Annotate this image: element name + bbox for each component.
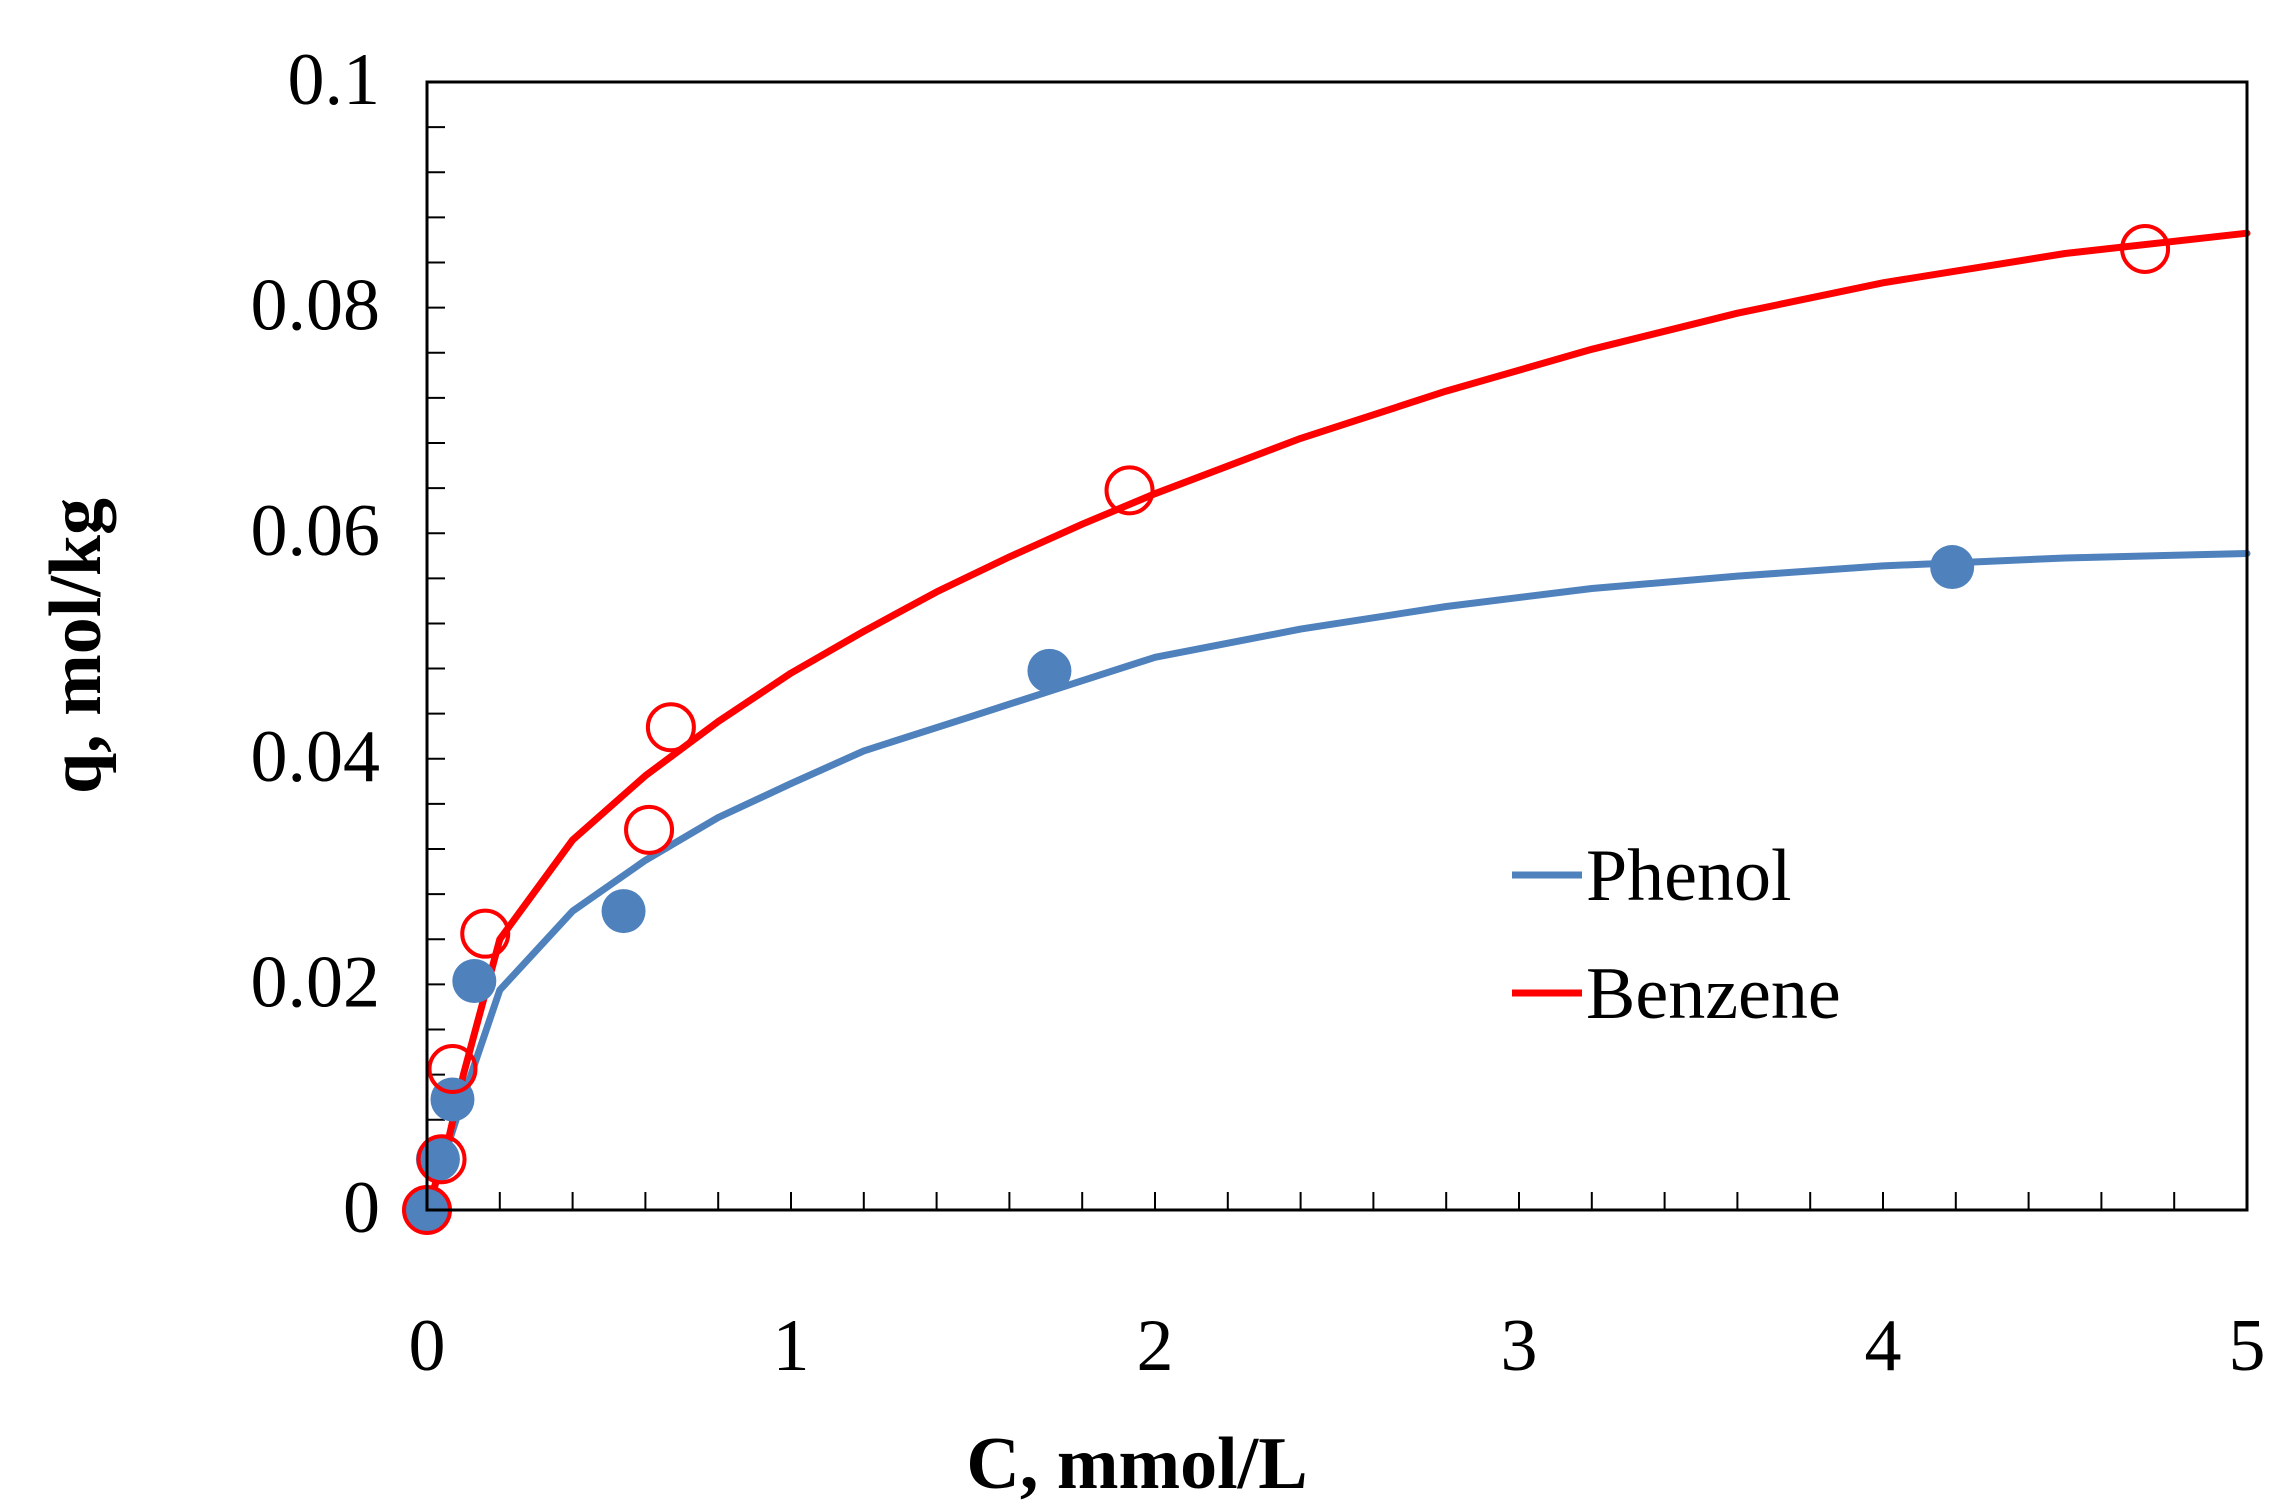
data-point-phenol bbox=[1930, 545, 1975, 590]
data-point-benzene bbox=[1104, 465, 1155, 516]
fit-line-benzene bbox=[423, 229, 2251, 1214]
legend-label-phenol: Phenol bbox=[1586, 835, 1792, 917]
y-tick-label: 0.06 bbox=[251, 490, 381, 572]
data-point-benzene bbox=[2120, 223, 2171, 274]
y-tick-label: 0.1 bbox=[288, 39, 381, 121]
x-tick-label: 1 bbox=[773, 1305, 810, 1387]
tick-labels-layer: 0 1 2 3 4 5 0 0.02 0.04 0.06 0.08 0.1 bbox=[251, 39, 2266, 1387]
x-tick-label: 0 bbox=[409, 1305, 446, 1387]
x-tick-label: 5 bbox=[2229, 1305, 2266, 1387]
y-tick-label: 0.02 bbox=[251, 941, 381, 1023]
legend-label-benzene: Benzene bbox=[1586, 953, 1841, 1035]
fit-line-phenol bbox=[423, 550, 2251, 1214]
legend: Phenol Benzene bbox=[1512, 835, 1841, 1035]
data-point-phenol bbox=[1027, 648, 1072, 693]
fit-lines-layer bbox=[423, 229, 2251, 1214]
x-tick-label: 4 bbox=[1865, 1305, 1902, 1387]
y-tick-label: 0 bbox=[343, 1167, 380, 1249]
data-point-phenol bbox=[452, 959, 497, 1004]
x-tick-label: 3 bbox=[1501, 1305, 1538, 1387]
y-tick-label: 0.04 bbox=[251, 716, 381, 798]
y-tick-label: 0.08 bbox=[251, 265, 381, 347]
data-point-benzene bbox=[416, 1134, 467, 1185]
x-tick-label: 2 bbox=[1137, 1305, 1174, 1387]
x-axis-title: C, mmol/L bbox=[966, 1423, 1307, 1505]
data-point-benzene bbox=[427, 1044, 478, 1094]
y-axis-title: q, mol/kg bbox=[35, 498, 117, 794]
data-point-benzene bbox=[645, 702, 696, 753]
plot-area bbox=[427, 82, 2247, 1210]
data-point-benzene bbox=[460, 908, 511, 959]
data-point-phenol bbox=[601, 889, 646, 934]
plot-frame bbox=[425, 80, 2249, 1212]
data-point-benzene bbox=[624, 804, 675, 855]
